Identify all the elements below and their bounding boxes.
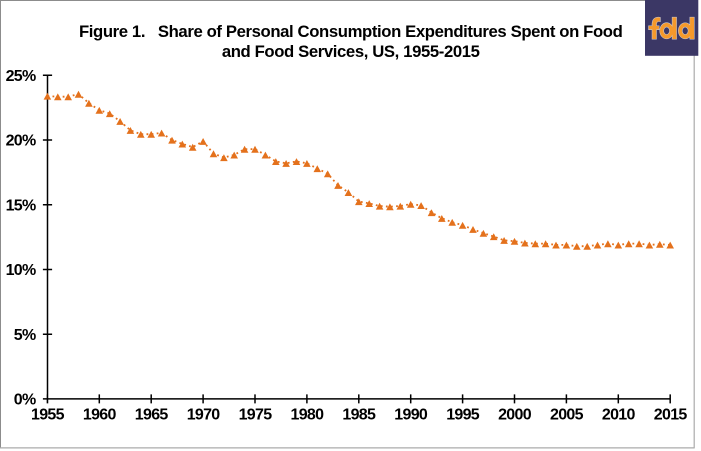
svg-text:1990: 1990 [394,407,428,424]
svg-text:1985: 1985 [342,407,376,424]
svg-text:15%: 15% [6,197,36,214]
svg-text:1975: 1975 [239,407,273,424]
svg-text:1980: 1980 [291,407,325,424]
svg-text:10%: 10% [6,262,36,279]
svg-text:5%: 5% [14,327,36,344]
svg-text:1995: 1995 [446,407,480,424]
svg-text:20%: 20% [6,133,36,150]
svg-text:2000: 2000 [498,407,532,424]
svg-text:and Food Services, US, 1955-20: and Food Services, US, 1955-2015 [222,42,480,61]
svg-text:25%: 25% [6,68,36,85]
svg-text:Figure 1. Share of Personal: Figure 1. Share of Personal Consumption … [79,22,623,41]
svg-text:0%: 0% [14,392,36,409]
svg-text:2005: 2005 [550,407,584,424]
svg-text:1970: 1970 [187,407,221,424]
svg-text:2015: 2015 [654,407,688,424]
svg-text:2010: 2010 [602,407,636,424]
svg-text:1955: 1955 [31,407,65,424]
svg-text:1960: 1960 [83,407,117,424]
svg-text:1965: 1965 [135,407,169,424]
